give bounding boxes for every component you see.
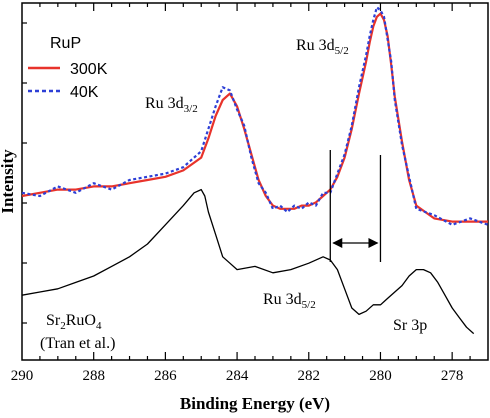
- energy-shift-markers: [329, 150, 382, 262]
- x-tick-label: 278: [441, 368, 464, 384]
- legend-label-40k: 40K: [70, 84, 99, 101]
- y-axis-title: Intensity: [0, 149, 17, 214]
- annotation-tran-et-al: (Tran et al.): [40, 335, 115, 352]
- x-axis-title: Binding Energy (eV): [180, 394, 330, 413]
- x-axis-ticks: 290 288 286 284 282 280 278: [11, 3, 471, 384]
- legend-title: RuP: [50, 35, 81, 52]
- series-line-sr2ruo4: [21, 188, 475, 335]
- annotation-ru3d32: Ru 3d3/2: [145, 95, 198, 115]
- plot-frame: [21, 2, 489, 361]
- annotation-sr3p: Sr 3p: [393, 317, 427, 334]
- series-group: [21, 6, 489, 335]
- shift-arrow-head-right: [368, 238, 379, 248]
- x-tick-label: 282: [298, 368, 321, 384]
- series-line-300k: [21, 12, 488, 223]
- shift-arrow-head-left: [332, 238, 343, 248]
- x-tick-label: 280: [369, 368, 392, 384]
- x-tick-label: 288: [82, 368, 105, 384]
- x-tick-label: 286: [154, 368, 177, 384]
- x-tick-label: 284: [226, 368, 249, 384]
- series-line-40k: [21, 6, 489, 226]
- annotation-ru3d52-bottom: Ru 3d5/2: [263, 291, 316, 311]
- annotation-sr2ruo4: Sr2RuO4: [46, 312, 102, 332]
- annotations: Ru 3d3/2 Ru 3d5/2 Ru 3d5/2 Sr 3p Sr2RuO4…: [40, 37, 427, 352]
- annotation-ru3d52-top: Ru 3d5/2: [296, 37, 349, 57]
- x-tick-label: 290: [11, 368, 34, 384]
- legend: RuP 300K 40K: [28, 35, 108, 101]
- legend-label-300k: 300K: [70, 61, 108, 78]
